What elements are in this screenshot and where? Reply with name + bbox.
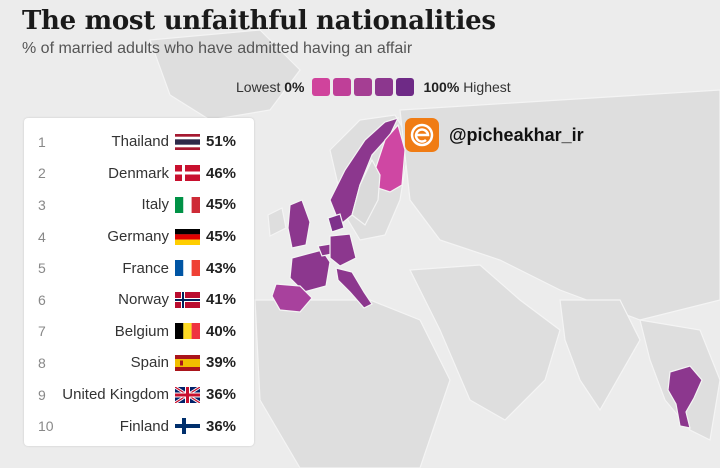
percent-value: 40% [206, 322, 237, 340]
country-name: Norway [118, 291, 169, 309]
denmark-flag-icon [175, 165, 200, 182]
finland-flag-icon [175, 418, 200, 435]
germany-shape [329, 233, 357, 267]
percent-value: 45% [206, 228, 237, 246]
country-name: Spain [130, 354, 169, 372]
rank-number: 7 [38, 323, 46, 340]
rank-number: 6 [38, 291, 46, 308]
denmark-shape [327, 213, 345, 233]
watermark: @picheakhar_ir [405, 118, 584, 152]
legend-swatch-3 [354, 78, 373, 96]
percent-value: 45% [206, 196, 237, 214]
legend-high-label: 100% Highest [423, 79, 510, 95]
watermark-handle: @picheakhar_ir [449, 124, 584, 145]
rank-number: 2 [38, 165, 46, 182]
country-name: United Kingdom [62, 386, 169, 404]
sweden-shape [351, 158, 381, 226]
table-row: 7 Belgium 40% [24, 316, 254, 348]
country-name: France [122, 259, 169, 277]
table-row: 2 Denmark 46% [24, 158, 254, 190]
russia-land [399, 89, 720, 321]
country-name: Belgium [114, 322, 169, 340]
india-land [559, 299, 641, 412]
percent-value: 51% [206, 133, 237, 151]
middle-east-land [409, 264, 561, 421]
rank-number: 10 [38, 418, 54, 435]
table-row: 5 France 43% [24, 252, 254, 284]
chart-subtitle: % of married adults who have admitted ha… [22, 40, 413, 57]
spain-flag-icon [175, 354, 200, 371]
rank-number: 5 [38, 260, 46, 277]
thailand-flag-icon [175, 133, 200, 150]
chart-title: The most unfaithful nationalities [22, 6, 496, 36]
country-name: Thailand [111, 133, 169, 151]
table-row: 1 Thailand 51% [24, 126, 254, 158]
legend-swatch-5 [396, 78, 415, 96]
table-row: 8 Spain 39% [24, 347, 254, 379]
country-name: Germany [107, 228, 169, 246]
spain-shape [271, 283, 313, 313]
rank-number: 4 [38, 228, 46, 245]
country-name: Denmark [108, 164, 169, 182]
color-legend: Lowest 0% 100% Highest [236, 77, 511, 97]
percent-value: 41% [206, 291, 237, 309]
rank-number: 1 [38, 133, 46, 150]
legend-swatch-4 [375, 78, 394, 96]
percent-value: 36% [206, 417, 237, 435]
country-name: Finland [119, 417, 169, 435]
germany-flag-icon [175, 228, 200, 245]
rank-number: 8 [38, 354, 46, 371]
legend-low-text: Lowest [236, 79, 281, 95]
norway-flag-icon [175, 291, 200, 308]
percent-value: 46% [206, 164, 237, 182]
rank-number: 3 [38, 196, 46, 213]
greenland-land [149, 29, 301, 121]
africa-land [254, 299, 451, 468]
legend-high-value: 100% [423, 79, 460, 95]
table-row: 4 Germany 45% [24, 221, 254, 253]
legend-swatch-2 [333, 78, 352, 96]
belgium-flag-icon [175, 323, 200, 340]
italy-shape [335, 267, 373, 309]
table-row: 9 United Kingdom 36% [24, 379, 254, 411]
percent-value: 36% [206, 386, 237, 404]
table-row: 3 Italy 45% [24, 189, 254, 221]
percent-value: 39% [206, 354, 237, 372]
france-flag-icon [175, 260, 200, 277]
legend-low-value: 0% [284, 79, 305, 95]
legend-swatch-1 [312, 78, 331, 96]
legend-low-label: Lowest 0% [236, 79, 304, 95]
finland-shape [374, 123, 406, 193]
ireland-land [267, 207, 287, 237]
ranking-table: 1 Thailand 51% 2 Denmark 46% 3 Italy 45% 4 Germany… [24, 118, 254, 446]
thailand-shape [667, 365, 703, 429]
uk-flag-icon [175, 386, 200, 403]
table-row: 10 Finland 36% [24, 410, 254, 442]
legend-high-text: Highest [463, 79, 511, 95]
rank-number: 9 [38, 386, 46, 403]
e-logo-icon [405, 118, 439, 152]
uk-shape [287, 199, 311, 249]
country-name: Italy [141, 196, 169, 214]
percent-value: 43% [206, 259, 237, 277]
table-row: 6 Norway 41% [24, 284, 254, 316]
italy-flag-icon [175, 196, 200, 213]
